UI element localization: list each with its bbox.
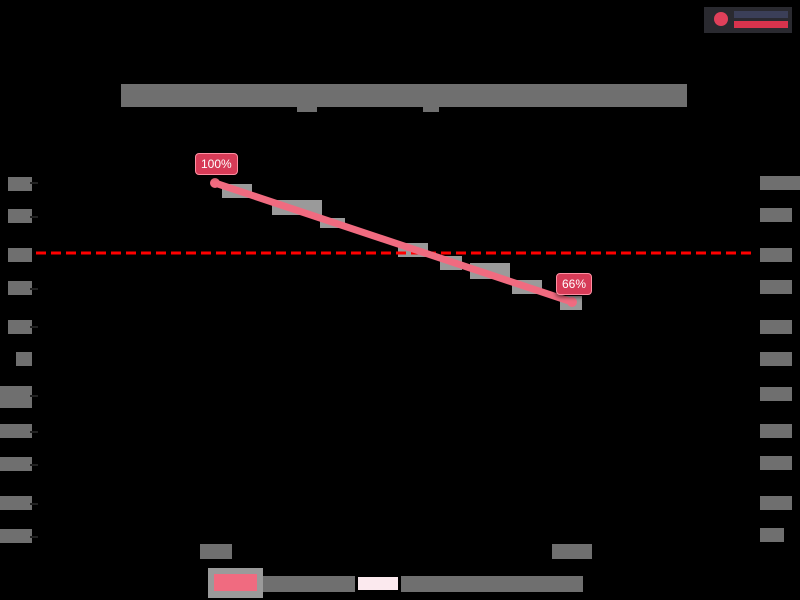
legend-label-reference[interactable]: [obscured reference label] xyxy=(401,576,583,592)
right-axis-tick: [obscured] xyxy=(760,352,792,366)
data-point xyxy=(567,297,577,307)
left-axis-tick: [obscured] xyxy=(8,281,32,295)
data-point xyxy=(210,178,220,188)
left-axis-tick: [obscured] xyxy=(0,424,32,438)
tick-marks xyxy=(30,182,38,538)
logo-text-top xyxy=(734,11,788,18)
legend-swatch-reference[interactable] xyxy=(357,576,399,591)
right-axis-tick: [obscured] xyxy=(760,424,792,438)
left-axis-tick: [obscured] xyxy=(0,386,32,408)
right-axis-tick: [obscured] xyxy=(760,456,792,470)
left-axis-tick: [obscured] xyxy=(0,529,32,543)
right-axis-tick: [obscured] xyxy=(760,387,792,401)
data-label: 66% xyxy=(556,273,593,295)
right-axis-tick: [obscured] xyxy=(760,248,792,262)
right-axis-tick: [obscured] xyxy=(760,528,784,542)
right-axis-tick: [obscured] xyxy=(760,176,800,190)
title-descender xyxy=(297,104,317,112)
right-axis-tick: [obscured] xyxy=(760,208,792,222)
right-axis-tick: [obscured] xyxy=(760,496,792,510)
legend-label-series[interactable]: [obscured series label] xyxy=(263,576,355,592)
title-descender xyxy=(423,104,439,112)
logo-text-bottom xyxy=(734,21,788,28)
left-axis-tick: [obscured] xyxy=(8,177,32,191)
logo-icon xyxy=(714,12,728,26)
right-axis-tick: [obscured] xyxy=(760,280,792,294)
left-axis-tick: [obscured] xyxy=(8,320,32,334)
series-line xyxy=(211,179,576,306)
left-axis-tick: [obscured] xyxy=(0,457,32,471)
left-axis-tick: [obscured] xyxy=(0,496,32,510)
x-axis-tick: [obscured x2] xyxy=(552,544,592,559)
x-axis-tick: [obscured x1] xyxy=(200,544,232,559)
data-label: 100% xyxy=(195,153,238,175)
left-axis-tick: [obscured] xyxy=(8,248,32,262)
chart-title: [obscured title] xyxy=(121,84,687,107)
brand-logo xyxy=(704,7,792,33)
left-axis-tick: [obscured] xyxy=(8,209,32,223)
legend-swatch-series[interactable] xyxy=(208,568,263,598)
right-axis-tick: [obscured] xyxy=(760,320,792,334)
left-axis-tick: [obscured] xyxy=(16,352,32,366)
